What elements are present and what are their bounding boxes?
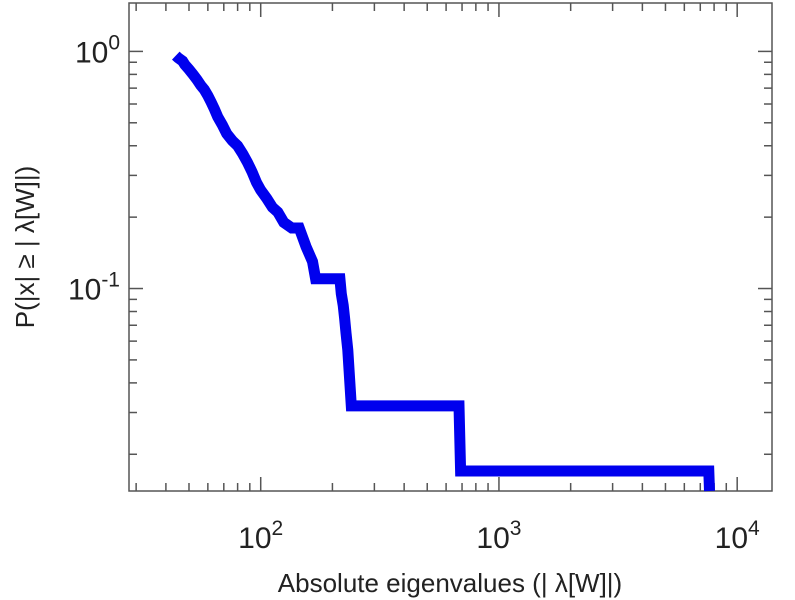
y-tick-label: 100 bbox=[75, 31, 120, 69]
x-tick-label: 102 bbox=[238, 517, 283, 555]
tick-labels: 102 103 104 100 10-1 bbox=[68, 31, 760, 555]
x-tick-label: 104 bbox=[715, 517, 760, 555]
y-axis-label: P(|x| ≥ | λ[W]|) bbox=[10, 166, 40, 329]
y-tick-label: 10-1 bbox=[68, 269, 120, 307]
x-axis-label: Absolute eigenvalues (| λ[W]|) bbox=[278, 568, 622, 598]
series-line-0 bbox=[171, 51, 715, 492]
x-tick-label: 103 bbox=[476, 517, 521, 555]
ticks bbox=[129, 3, 772, 491]
plot-frame bbox=[128, 2, 773, 492]
